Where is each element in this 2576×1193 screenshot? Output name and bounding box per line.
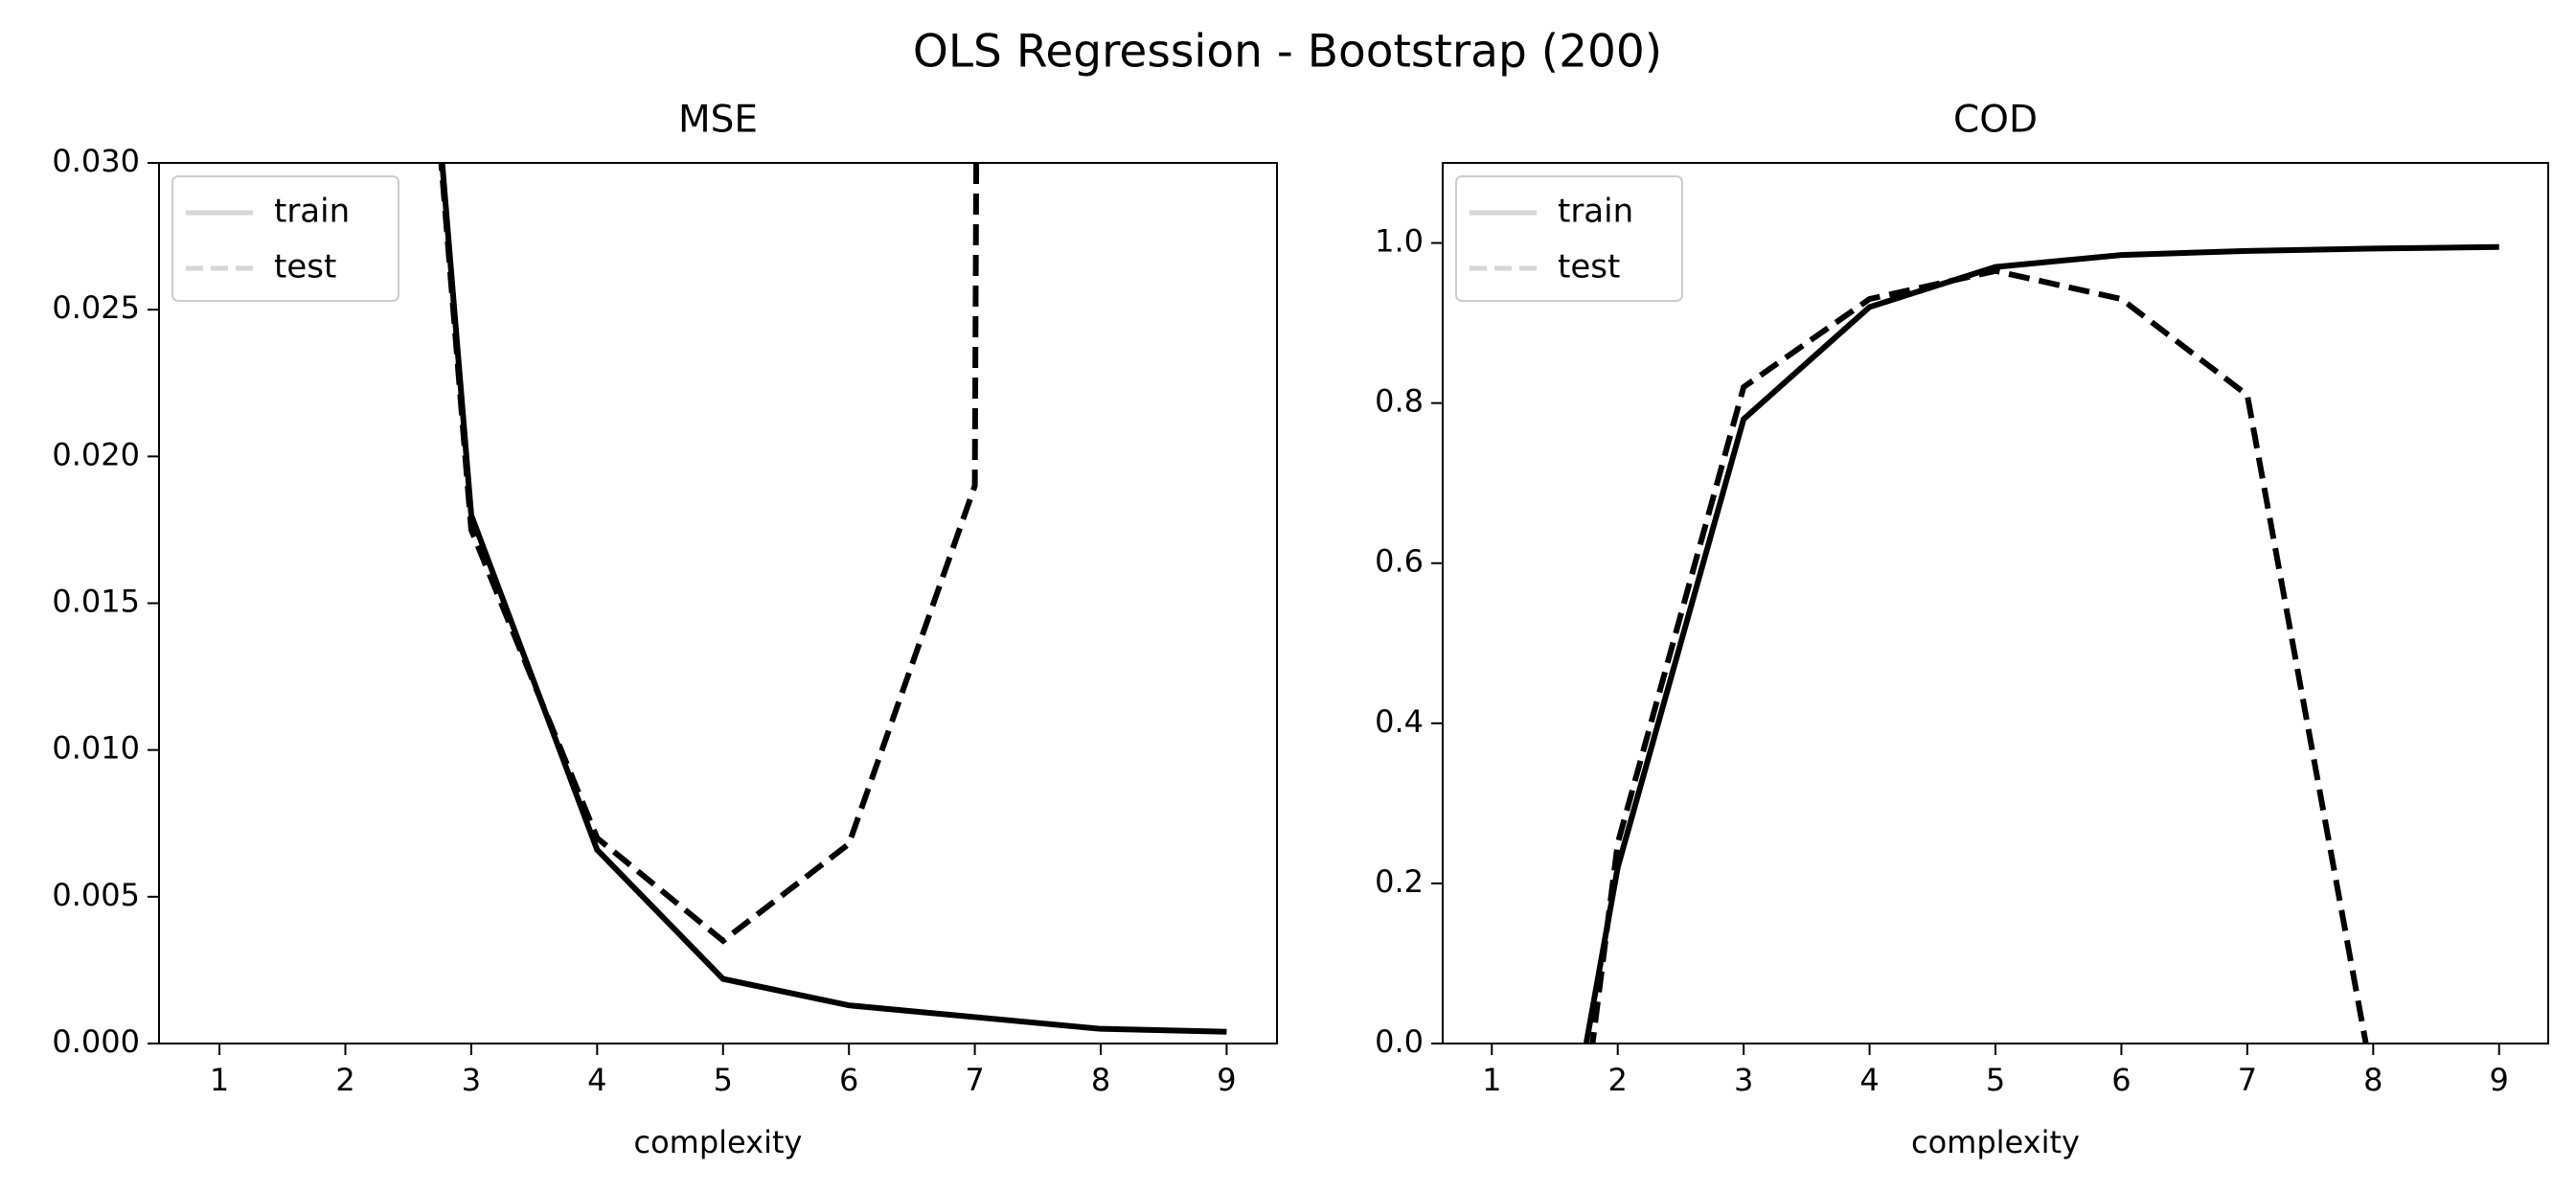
x-tick-label: 6 <box>839 1062 858 1098</box>
y-tick-label: 0.8 <box>1375 383 1424 420</box>
legend-box <box>171 175 399 302</box>
y-tick-label: 1.0 <box>1375 223 1424 260</box>
x-tick-label: 6 <box>2111 1062 2131 1098</box>
legend-label: train <box>1558 193 1633 231</box>
x-axis-label: complexity <box>634 1124 803 1160</box>
x-tick-label: 4 <box>587 1062 606 1098</box>
y-tick-label: 0.025 <box>52 289 140 326</box>
series-line <box>438 163 980 945</box>
y-tick-label: 0.015 <box>52 584 140 620</box>
x-tick-label: 5 <box>714 1062 733 1098</box>
x-tick-label: 2 <box>1608 1062 1628 1098</box>
figure-title: OLS Regression - Bootstrap (200) <box>913 26 1662 79</box>
y-tick-label: 0.0 <box>1375 1023 1424 1060</box>
legend-label: test <box>1558 248 1620 287</box>
plot-area <box>1583 243 2499 1044</box>
y-tick-label: 0.020 <box>52 436 140 472</box>
axes-frame <box>1442 162 2549 1044</box>
y-tick-label: 0.030 <box>52 143 140 179</box>
x-tick-label: 8 <box>2363 1062 2382 1098</box>
y-tick-label: 0.6 <box>1375 543 1424 580</box>
x-tick-label: 2 <box>335 1062 354 1098</box>
legend-box <box>1455 175 1683 302</box>
x-tick-label: 1 <box>1482 1062 1501 1098</box>
series-line <box>1583 243 2499 1044</box>
subplot-title: MSE <box>678 99 758 142</box>
plot-area <box>438 163 1227 1035</box>
series-line <box>439 163 1227 1035</box>
legend-label: train <box>274 193 350 231</box>
x-tick-label: 9 <box>1217 1062 1236 1098</box>
y-tick-label: 0.000 <box>52 1023 140 1060</box>
y-tick-label: 0.4 <box>1375 703 1424 740</box>
y-tick-label: 0.2 <box>1375 863 1424 900</box>
x-tick-label: 9 <box>2490 1062 2509 1098</box>
x-tick-label: 4 <box>1859 1062 1879 1098</box>
y-tick-label: 0.005 <box>52 877 140 913</box>
series-line <box>1589 267 2369 1044</box>
x-axis-label: complexity <box>1911 1124 2080 1160</box>
y-tick-label: 0.010 <box>52 730 140 767</box>
x-tick-label: 1 <box>210 1062 229 1098</box>
subplot-title: COD <box>1953 99 2038 142</box>
x-tick-label: 3 <box>1734 1062 1753 1098</box>
x-tick-label: 3 <box>462 1062 481 1098</box>
x-tick-label: 7 <box>965 1062 984 1098</box>
axes-frame <box>158 162 1278 1044</box>
x-tick-label: 8 <box>1091 1062 1110 1098</box>
x-tick-label: 5 <box>1986 1062 2005 1098</box>
legend-label: test <box>274 248 336 287</box>
x-tick-label: 7 <box>2238 1062 2257 1098</box>
